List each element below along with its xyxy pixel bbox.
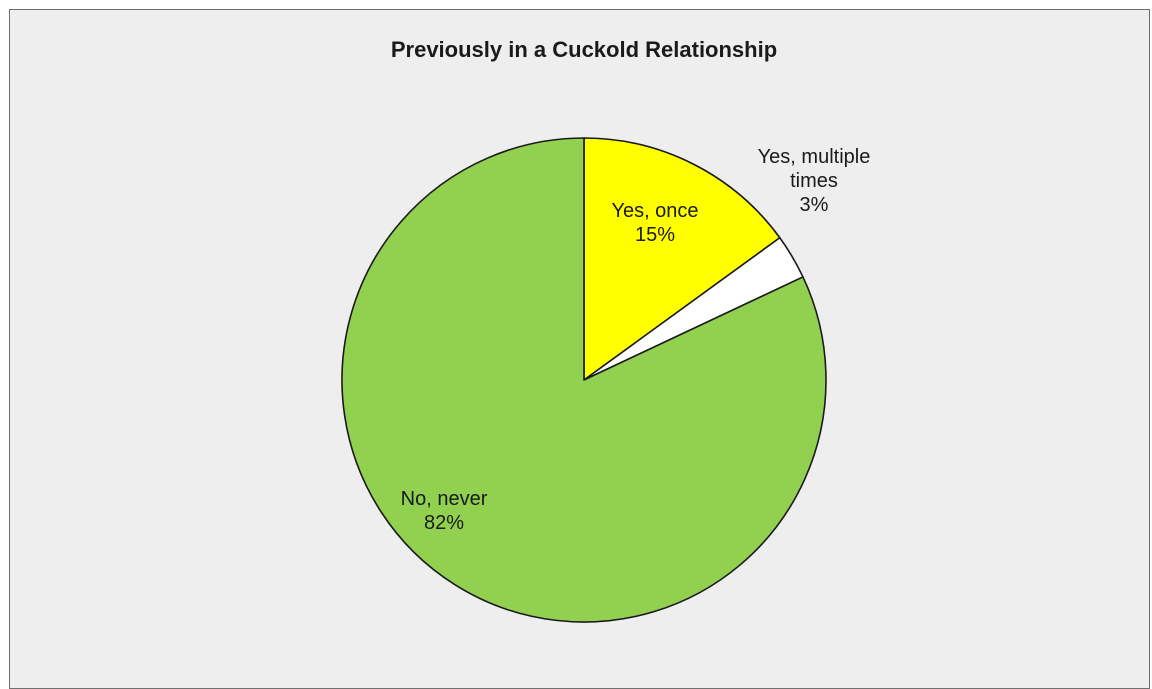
pie-slice-no-never — [341, 137, 827, 623]
pie-slices — [341, 137, 827, 623]
slice-label: No, never 82% — [401, 488, 488, 534]
slice-value-label: 82% — [424, 512, 464, 534]
chart-title: Previously in a Cuckold Relationship — [391, 37, 777, 62]
slice-category-label: Yes, once — [611, 200, 698, 222]
slice-category-label: No, never — [401, 488, 488, 510]
pie-slice-yes-once — [583, 137, 781, 381]
slice-value-label: 15% — [635, 224, 675, 246]
pie-labels: Yes, once 15% Yes, multiple times 3% No, neve… — [401, 146, 871, 534]
slice-category-label: times — [790, 170, 838, 192]
slice-label: Yes, once 15% — [611, 200, 698, 246]
slice-label: Yes, multiple times 3% — [758, 146, 871, 216]
slice-value-label: 3% — [800, 194, 829, 216]
slice-category-label: Yes, multiple — [758, 146, 871, 168]
